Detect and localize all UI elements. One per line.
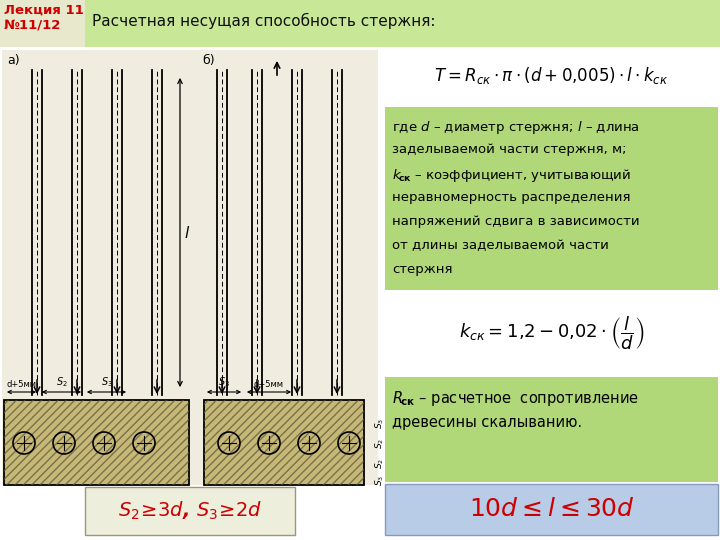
Text: стержня: стержня — [392, 263, 452, 276]
Text: №11/12: №11/12 — [4, 19, 61, 32]
Bar — [85, 487, 295, 535]
Text: напряжений сдвига в зависимости: напряжений сдвига в зависимости — [392, 215, 639, 228]
Text: $l$: $l$ — [184, 225, 190, 240]
Text: $T = R_{ск} \cdot \pi \cdot (d + 0{,}005) \cdot l \cdot k_{ск}$: $T = R_{ск} \cdot \pi \cdot (d + 0{,}005… — [434, 65, 669, 86]
Bar — [385, 292, 718, 375]
Text: $\mathbf{\mathit{k}}_{\!\mathbf{ск}}$ – коэффициент, учитывающий: $\mathbf{\mathit{k}}_{\!\mathbf{ск}}$ – … — [392, 167, 631, 184]
Text: древесины скалыванию.: древесины скалыванию. — [392, 415, 582, 430]
Bar — [4, 400, 189, 485]
Text: Расчетная несущая способность стержня:: Расчетная несущая способность стержня: — [92, 13, 436, 29]
Bar — [2, 50, 378, 485]
Bar — [385, 377, 718, 482]
Text: неравномерность распределения: неравномерность распределения — [392, 191, 631, 204]
Text: $S_3$: $S_3$ — [373, 418, 385, 429]
Text: от длины заделываемой части: от длины заделываемой части — [392, 239, 609, 252]
Bar — [385, 47, 718, 105]
Text: $S_2\!\geq\! 3d$, $S_3\!\geq\! 2d$: $S_2\!\geq\! 3d$, $S_3\!\geq\! 2d$ — [118, 500, 262, 522]
Text: $\mathbf{\mathit{R}}_{\!\mathbf{ск}}$ – расчетное  сопротивление: $\mathbf{\mathit{R}}_{\!\mathbf{ск}}$ – … — [392, 389, 639, 408]
Text: Лекция 11: Лекция 11 — [4, 4, 84, 17]
Text: d+5мм: d+5мм — [6, 380, 37, 389]
Text: $S_3$: $S_3$ — [373, 475, 385, 486]
Text: $S_2$: $S_2$ — [55, 375, 68, 389]
Text: $S_3$: $S_3$ — [218, 375, 230, 389]
Text: d+5мм: d+5мм — [254, 380, 284, 389]
Text: $S_3$: $S_3$ — [101, 375, 112, 389]
Bar — [385, 484, 718, 535]
Bar — [4, 400, 189, 485]
Text: заделываемой части стержня, м;: заделываемой части стержня, м; — [392, 143, 626, 156]
Text: $10d{\leq}l{\leq}30d$: $10d{\leq}l{\leq}30d$ — [469, 497, 634, 522]
Bar — [204, 400, 364, 485]
Text: где $\mathbf{\mathit{d}}$ – диаметр стержня; $\mathbf{\mathit{l}}$ – длина: где $\mathbf{\mathit{d}}$ – диаметр стер… — [392, 119, 639, 136]
Bar — [204, 400, 364, 485]
Bar — [0, 0, 85, 47]
Text: б): б) — [202, 54, 215, 67]
Text: $S_2$: $S_2$ — [373, 438, 385, 449]
Text: $k_{ск} = 1{,}2 - 0{,}02 \cdot \left(\dfrac{l}{d}\right)$: $k_{ск} = 1{,}2 - 0{,}02 \cdot \left(\df… — [459, 315, 644, 352]
Text: $S_2$: $S_2$ — [373, 458, 385, 469]
Bar — [385, 107, 718, 290]
Bar — [85, 0, 720, 47]
Text: а): а) — [7, 54, 19, 67]
